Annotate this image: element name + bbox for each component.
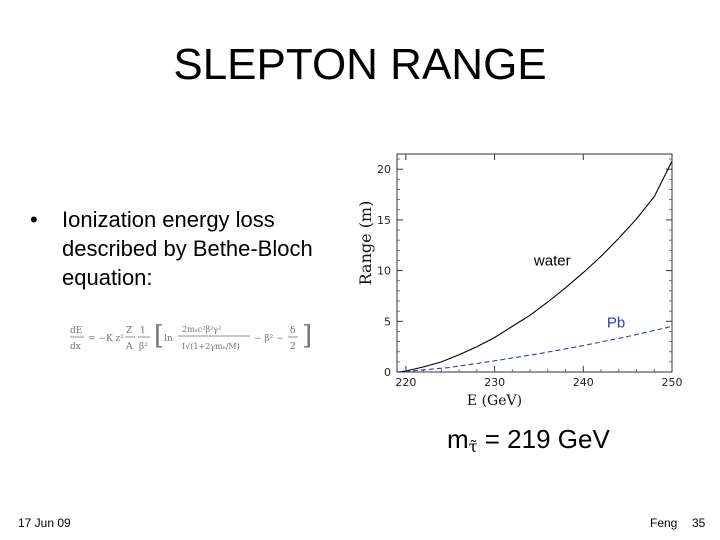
y-axis-label: Range (m): [356, 201, 375, 286]
x-axis-label: E (GeV): [467, 393, 522, 409]
plot-frame: [396, 153, 673, 373]
series-label-water: water: [533, 253, 571, 270]
svg-text:I√(1+2γmₑ/M): I√(1+2γmₑ/M): [182, 342, 240, 351]
series-line-water: [396, 160, 673, 373]
svg-text:2: 2: [290, 342, 296, 352]
footer-page-number: 35: [692, 516, 706, 530]
svg-text:δ: δ: [290, 326, 295, 336]
y-tick-label: 15: [377, 214, 391, 227]
x-tick-label: 230: [484, 376, 505, 389]
y-tick-label: 20: [377, 163, 391, 176]
svg-text:A: A: [125, 342, 133, 352]
series-line-pb: [396, 325, 673, 373]
svg-text:Z: Z: [126, 326, 132, 336]
y-tick-label: 5: [384, 315, 391, 328]
bullet-icon: •: [30, 207, 38, 232]
x-tick-label: 240: [573, 376, 594, 389]
x-tick-label: 220: [395, 376, 416, 389]
series-label-pb: Pb: [607, 314, 625, 331]
stau-mass-label: mτ̃ = 219 GeV: [447, 424, 610, 456]
svg-text:− β² −: − β² −: [254, 334, 284, 344]
mass-symbol-subscript: τ̃: [468, 437, 478, 456]
footer-author: Feng: [650, 516, 678, 530]
mass-symbol-prefix: m: [447, 424, 469, 454]
svg-text:]: ]: [302, 321, 312, 351]
y-tick-label: 0: [384, 366, 391, 379]
footer-date: 17 Jun 09: [18, 516, 71, 530]
svg-text:1: 1: [140, 326, 146, 336]
y-tick-label: 10: [377, 265, 391, 278]
range-chart: 0 5 10 15 20 220 230 240 250 E (GeV) Range (m) wate…: [356, 153, 683, 409]
svg-text:= −K z²: = −K z²: [88, 334, 124, 344]
bullet-text: Ionization energy loss described by Beth…: [62, 207, 313, 290]
x-tick-label: 250: [662, 376, 683, 389]
mass-value: = 219 GeV: [477, 424, 610, 454]
svg-text:dx: dx: [70, 342, 81, 352]
svg-text:[: [: [154, 321, 164, 351]
slide-title: SLEPTON RANGE: [173, 40, 547, 89]
svg-text:ln: ln: [164, 334, 173, 344]
svg-text:dE: dE: [70, 326, 82, 336]
svg-text:2mₑc²β²γ²: 2mₑc²β²γ²: [182, 325, 221, 334]
bethe-bloch-equation-image: dE dx = −K z² Z A 1 β² [ ln 2mₑc²β²γ² I√…: [70, 321, 312, 352]
svg-text:β²: β²: [139, 342, 148, 352]
